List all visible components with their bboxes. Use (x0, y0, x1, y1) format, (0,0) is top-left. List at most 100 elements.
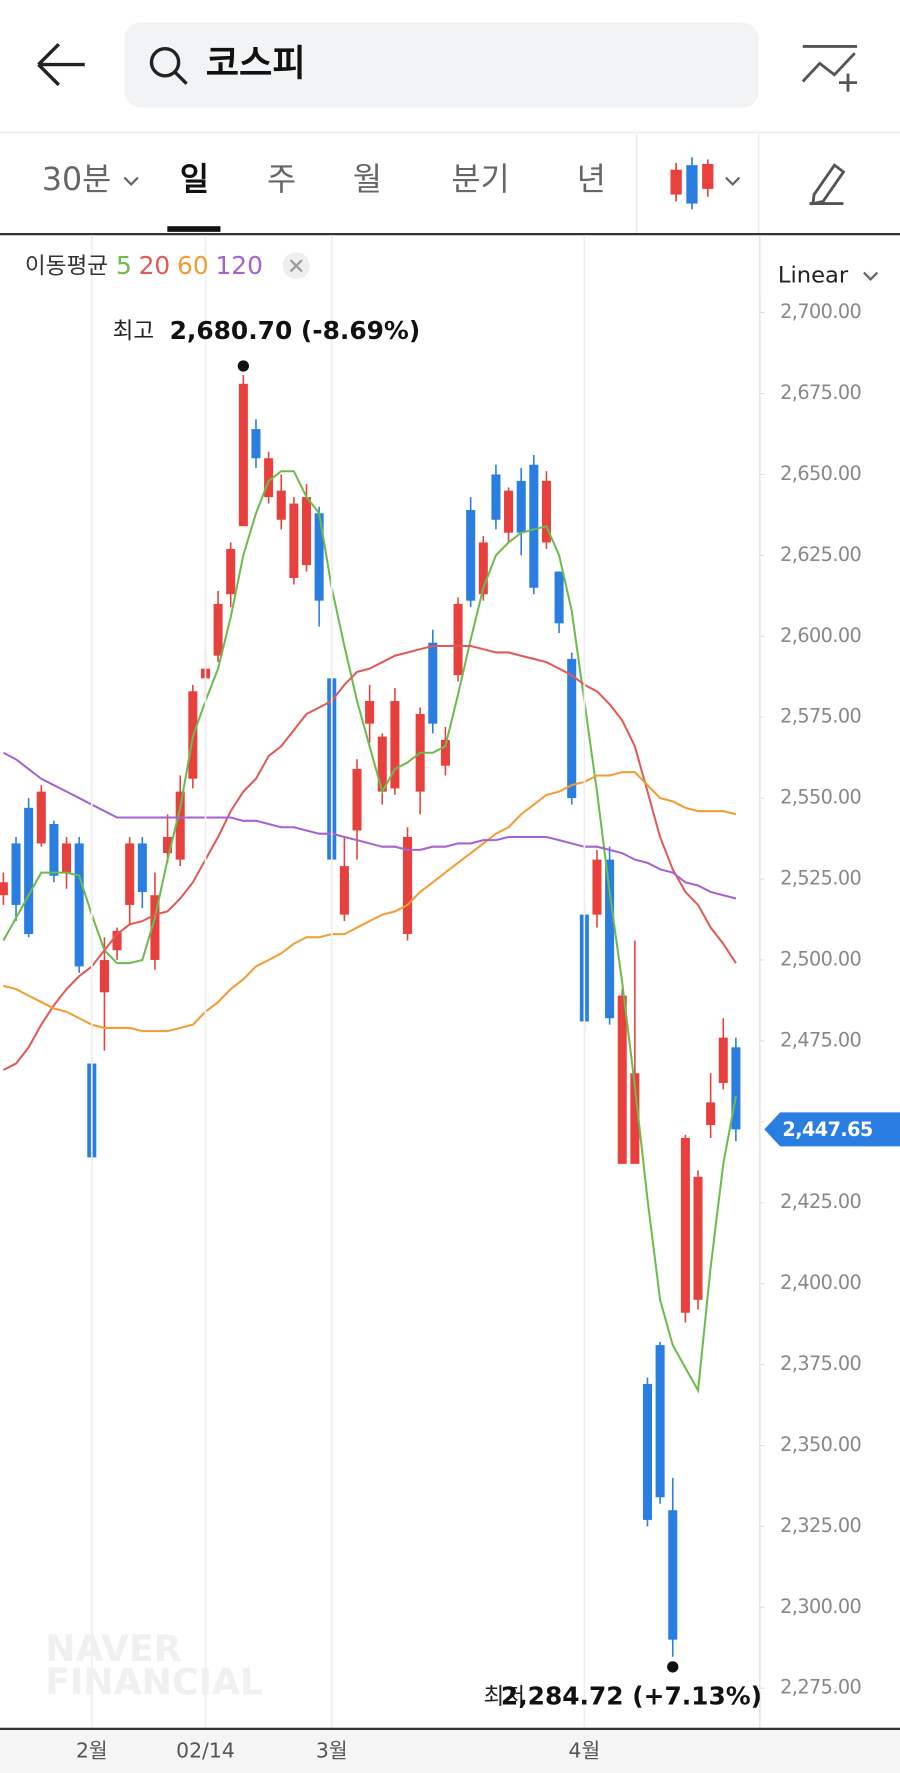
y-tick-label: 2,400.00 (780, 1271, 861, 1294)
candle-body (731, 1047, 741, 1130)
watermark: FINANCIAL (45, 1661, 263, 1704)
moving-average-line (2, 470, 737, 1394)
candle-body (24, 807, 34, 935)
compare-button[interactable] (801, 45, 858, 92)
candle-body (718, 1037, 728, 1083)
tab[interactable]: 분기 (451, 162, 509, 198)
candle-body (529, 464, 539, 588)
search-icon (174, 71, 188, 85)
scale-panel (760, 236, 900, 302)
candle-body (352, 768, 362, 831)
candle-body (693, 1176, 703, 1300)
candle-body (36, 791, 46, 844)
candle-body (668, 1510, 678, 1640)
x-tick-label: 3월 (316, 1738, 348, 1762)
candle-body (428, 642, 438, 724)
x-tick-label: 4월 (569, 1738, 601, 1762)
tab[interactable]: 년 (577, 162, 606, 198)
candle-body (99, 959, 109, 993)
legend: 5 20 60 120 (116, 251, 263, 280)
tab[interactable]: 월 (353, 162, 382, 198)
moving-average-line (3, 771, 737, 1033)
y-tick-label: 2,300.00 (780, 1595, 861, 1618)
candle-body (0, 882, 8, 896)
y-tick-label: 2,425.00 (780, 1190, 861, 1213)
search-box[interactable] (124, 22, 759, 108)
candle-body (213, 603, 223, 656)
high-value-label: 2,680.70 (-8.69%) (170, 316, 421, 345)
candle-body (440, 739, 450, 766)
candle-body (301, 497, 312, 566)
high-marker (237, 360, 250, 372)
series-layer (0, 375, 741, 1657)
dropdown-chevron (123, 176, 139, 186)
last-price-label: 2,447.65 (782, 1118, 873, 1141)
y-tick-label: 2,350.00 (780, 1433, 861, 1456)
legend-entry: 120 (215, 251, 262, 280)
candle-body (339, 866, 349, 915)
y-tick-label: 2,275.00 (780, 1676, 861, 1699)
legend-close[interactable] (282, 252, 310, 280)
candle-body (453, 603, 463, 676)
candle-body (390, 701, 400, 789)
candle-body (289, 503, 299, 579)
candle-body (491, 474, 501, 520)
search-icon (149, 46, 181, 78)
candle-body (62, 843, 72, 873)
candle-body (642, 1383, 653, 1520)
tab-selected[interactable]: 일 (180, 162, 209, 198)
candle-body (680, 1137, 690, 1313)
tab[interactable]: 주 (267, 162, 296, 198)
y-tick-label: 2,650.00 (780, 462, 861, 485)
y-tick-label: 2,475.00 (780, 1028, 861, 1051)
y-tick-label: 2,600.00 (780, 624, 861, 647)
legend-entry: 5 (116, 251, 132, 280)
candle-body (125, 843, 135, 905)
x-axis-band (0, 1728, 900, 1773)
back-button[interactable] (37, 42, 85, 87)
candle-body (630, 1073, 640, 1164)
y-tick-label: 2,375.00 (780, 1352, 861, 1375)
candle-body (541, 480, 551, 543)
candle-body (655, 1345, 665, 1498)
candle-body (365, 701, 375, 724)
low-value-label: 2,284.72 (+7.13%) (501, 1681, 762, 1710)
high-label: 최고 (113, 319, 155, 345)
tab-bar: 30분 일 주 월 분기 년 (42, 133, 846, 233)
candle-body (112, 930, 122, 951)
low-marker (667, 1661, 679, 1673)
candle-body (592, 859, 602, 915)
legend-entry: 20 (139, 251, 171, 280)
candle-body (466, 510, 476, 601)
candle-body (706, 1102, 716, 1126)
candle-body (276, 490, 286, 520)
y-tick-label: 2,500.00 (780, 947, 861, 970)
candle-body (504, 490, 514, 533)
candle-body (74, 843, 84, 967)
candle-body (314, 513, 324, 601)
moving-average-line (2, 644, 737, 1071)
scale-selector[interactable]: Linear (778, 262, 849, 288)
legend-title: 이동평균 (25, 253, 108, 279)
plot-area: NAVER FINANCIAL 2,275.00 2,300.00 2,325.00… (0, 235, 862, 1728)
tab[interactable]: 30분 (42, 162, 111, 198)
dropdown-chevron (863, 271, 879, 281)
header: 코스피 (37, 22, 858, 108)
x-tick-label: 2월 (76, 1738, 108, 1762)
tab-underline (167, 226, 221, 232)
candle-body (617, 995, 627, 1164)
draw-button[interactable] (809, 163, 846, 206)
y-tick-label: 2,325.00 (780, 1514, 861, 1537)
candle-body (11, 843, 21, 905)
chart-type-button[interactable] (670, 157, 741, 210)
overlay: Linear 이동평균 5 20 60 120 2월 02/14 3월 4월 2,447.65 (0, 236, 900, 1773)
search-query[interactable]: 코스피 (206, 42, 306, 85)
y-tick-label: 2,625.00 (780, 543, 861, 566)
y-tick-label: 2,550.00 (780, 786, 861, 809)
last-price-tag (764, 1112, 900, 1147)
candle-body (478, 542, 488, 595)
candle-body (567, 658, 577, 799)
y-tick-label: 2,525.00 (780, 867, 861, 890)
candle-body (251, 429, 261, 459)
